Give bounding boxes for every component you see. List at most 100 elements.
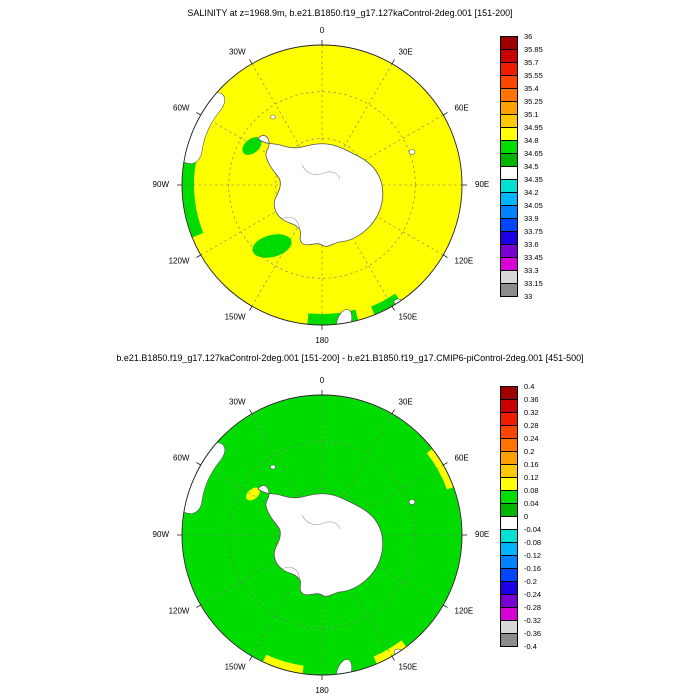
colorbar-cell [500,581,518,595]
colorbar-cell [500,62,518,76]
panel-salinity-map: SALINITY at z=1968.9m, b.e21.B1850.f19_g… [153,8,570,345]
colorbar-tick-label: 33.45 [524,253,543,262]
colorbar-tick-label: 35.55 [524,71,543,80]
contour-patch [373,640,407,665]
colorbar-cell [500,477,518,491]
lon-label: 0 [320,26,325,35]
colorbar-cell [500,166,518,180]
colorbar-tick-label: 34.5 [524,162,539,171]
lon-tick [391,59,395,64]
colorbar-tick-label: -0.16 [524,564,542,573]
colorbar-cell [500,88,518,102]
lon-label: 120E [455,257,474,266]
colorbar-cell [500,283,518,297]
colorbar-tick-label: 33.6 [524,240,539,249]
colorbar-cell [500,36,518,50]
colorbar-cell [500,412,518,426]
ice-shelf-line [281,566,301,581]
colorbar-tick-label: 35.1 [524,110,539,119]
colorbar-cell [500,114,518,128]
lon-tick [196,254,201,258]
colorbar-cell [500,231,518,245]
colorbar-cell [500,192,518,206]
colorbar-tick-label: 0.24 [524,434,539,443]
colorbar-tick-label: 0.36 [524,395,539,404]
colorbar-cell [500,399,518,413]
south-polar-map: 0 30E 60E 90E 120E 150E 180 150W 120W 90W 60W 30W [153,376,490,695]
antarctica [257,485,384,597]
colorbar-cell [500,633,518,647]
colorbar-tick-label: 0 [524,512,529,521]
colorbar-cell [500,127,518,141]
lat-gridline [228,91,416,279]
colorbar-tick-label: -0.4 [524,642,537,651]
lon-label: 150W [225,313,246,322]
lon-tick [196,604,201,608]
colorbar-cell [500,257,518,271]
ice-shelf-line [301,164,341,180]
colorbar-cell [500,205,518,219]
panel-title: b.e21.B1850.f19_g17.127kaControl-2deg.00… [116,353,584,363]
colorbar-tick-label: -0.08 [524,538,542,547]
contour-patch [262,654,304,675]
colorbar-tick-label: 34.65 [524,149,543,158]
lon-tick [391,656,395,661]
lon-label: 120W [169,607,190,616]
colorbar-tick-label: 0.08 [524,486,539,495]
colorbar-cell [500,101,518,115]
colorbar-tick-label: 35.85 [524,45,543,54]
lon-label: 60E [455,104,469,113]
colorbar-cell [500,270,518,284]
lon-label: 30W [229,398,246,407]
lon-label: 180 [315,686,329,695]
panel-difference-map: b.e21.B1850.f19_g17.127kaControl-2deg.00… [0,350,700,700]
lon-label: 150E [399,663,418,672]
colorbar-tick-label: 34.2 [524,188,539,197]
lon-label: 30E [399,398,413,407]
contour-patch [426,448,455,490]
lon-label: 30W [229,48,246,57]
antarctica [257,135,384,247]
colorbar-cell [500,49,518,63]
colorbar-tick-label: -0.24 [524,590,542,599]
colorbar-tick-label: 33.9 [524,214,539,223]
island [408,499,416,505]
lon-tick [249,59,253,64]
contour-patch [246,487,260,501]
lon-label: 0 [320,376,325,385]
colorbar: 36 35.85 35.7 35.55 35.4 35.25 35.1 34.95 34.8 34… [500,32,570,301]
colorbar-tick-label: 0.12 [524,473,539,482]
lon-label: 150E [399,313,418,322]
colorbar-cell [500,244,518,258]
lon-tick [443,604,448,608]
colorbar-tick-label: -0.28 [524,603,542,612]
lon-label: 120W [169,257,190,266]
lon-label: 90E [475,530,489,539]
colorbar-tick-label: 35.7 [524,58,539,67]
colorbar-cell [500,140,518,154]
lon-tick [196,112,201,116]
colorbar-cell [500,153,518,167]
island [270,114,276,120]
colorbar-cell [500,542,518,556]
colorbar-cell [500,516,518,530]
contour-patch [242,137,262,155]
colorbar-tick-label: 0.4 [524,382,535,391]
colorbar-tick-label: 0.16 [524,460,539,469]
ice-shelf-line [301,514,341,530]
colorbar-tick-label: 35.25 [524,97,543,106]
lon-label: 120E [455,607,474,616]
colorbar-cell [500,386,518,400]
lat-gridline [228,441,416,629]
lon-label: 60E [455,454,469,463]
ice-shelf-line [281,216,301,231]
colorbar-cell [500,464,518,478]
lon-label: 60W [173,104,190,113]
colorbar-tick-label: 34.05 [524,201,543,210]
colorbar-tick-label: 34.95 [524,123,543,132]
contour-patch [371,293,401,316]
colorbar-tick-label: 0.04 [524,499,539,508]
lon-label: 90E [475,180,489,189]
colorbar-tick-label: 36 [524,32,533,41]
lon-label: 90W [153,530,170,539]
